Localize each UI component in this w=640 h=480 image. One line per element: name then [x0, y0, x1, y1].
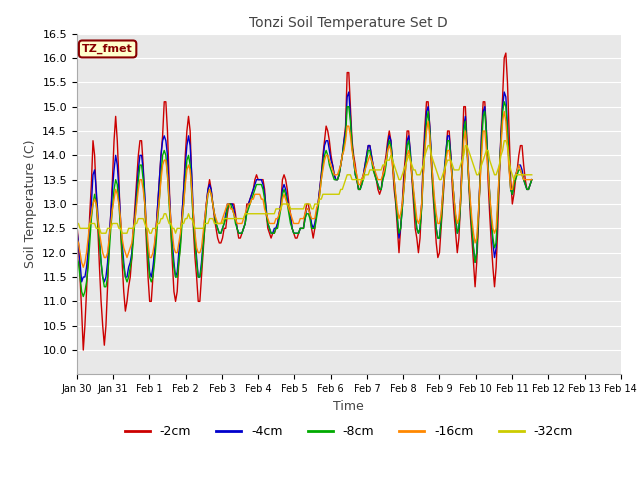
Y-axis label: Soil Temperature (C): Soil Temperature (C): [24, 140, 36, 268]
-4cm: [201, 216, 209, 221]
-8cm: [388, 157, 396, 163]
-8cm: [473, 250, 481, 255]
-32cm: [178, 221, 186, 227]
-32cm: [500, 138, 508, 144]
X-axis label: Time: Time: [333, 400, 364, 413]
-4cm: [345, 89, 353, 95]
-32cm: [109, 221, 116, 227]
Line: -8cm: -8cm: [77, 102, 532, 297]
-8cm: [528, 177, 536, 182]
-16cm: [473, 235, 481, 241]
-2cm: [388, 162, 396, 168]
-4cm: [390, 177, 398, 182]
-8cm: [178, 221, 186, 227]
-8cm: [500, 99, 508, 105]
-16cm: [500, 108, 508, 114]
Text: TZ_fmet: TZ_fmet: [82, 44, 133, 54]
Title: Tonzi Soil Temperature Set D: Tonzi Soil Temperature Set D: [250, 16, 448, 30]
-16cm: [201, 216, 209, 221]
-4cm: [178, 211, 186, 216]
-2cm: [201, 226, 209, 231]
-2cm: [109, 177, 116, 182]
-32cm: [388, 157, 396, 163]
-16cm: [335, 167, 343, 173]
-16cm: [178, 216, 186, 221]
-2cm: [502, 50, 509, 56]
-8cm: [109, 206, 116, 212]
-8cm: [79, 294, 87, 300]
Legend: -2cm, -4cm, -8cm, -16cm, -32cm: -2cm, -4cm, -8cm, -16cm, -32cm: [120, 420, 578, 443]
-16cm: [73, 235, 81, 241]
-32cm: [528, 172, 536, 178]
-8cm: [201, 226, 209, 231]
-2cm: [335, 172, 343, 178]
-2cm: [73, 221, 81, 227]
-32cm: [201, 221, 209, 227]
-8cm: [335, 172, 343, 178]
-2cm: [473, 260, 481, 265]
-16cm: [528, 177, 536, 182]
-2cm: [528, 177, 536, 182]
Line: -16cm: -16cm: [77, 111, 532, 267]
Line: -2cm: -2cm: [77, 53, 532, 350]
-8cm: [73, 255, 81, 261]
-16cm: [79, 264, 87, 270]
-4cm: [73, 226, 81, 231]
-4cm: [474, 216, 482, 221]
-32cm: [73, 221, 81, 227]
-32cm: [335, 192, 343, 197]
-16cm: [109, 206, 116, 212]
Line: -32cm: -32cm: [77, 141, 532, 233]
-32cm: [473, 172, 481, 178]
-4cm: [528, 177, 536, 182]
-32cm: [97, 230, 105, 236]
-4cm: [109, 187, 116, 192]
-2cm: [79, 347, 87, 353]
-4cm: [78, 279, 86, 285]
Line: -4cm: -4cm: [77, 92, 532, 282]
-4cm: [335, 172, 343, 178]
-2cm: [178, 211, 186, 216]
-16cm: [388, 162, 396, 168]
